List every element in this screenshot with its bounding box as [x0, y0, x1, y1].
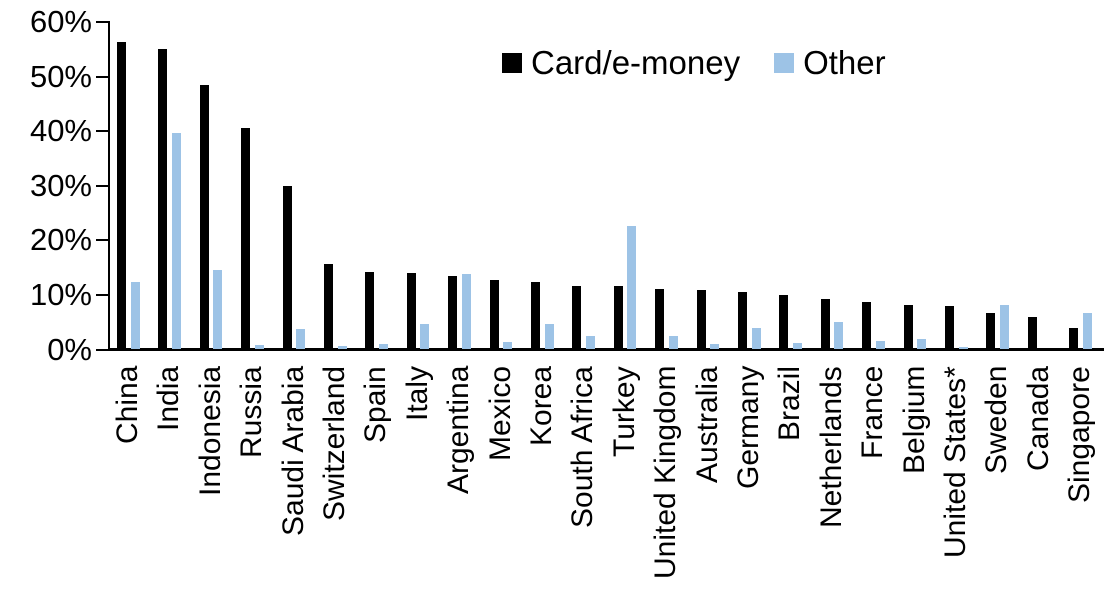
bar-card	[406, 273, 416, 350]
x-axis-label: Argentina	[442, 366, 476, 495]
x-axis-label: United States*	[939, 366, 972, 558]
bar-card	[655, 288, 665, 350]
bar-other	[130, 282, 140, 350]
y-tick-label: 10%	[29, 276, 92, 312]
y-tick	[96, 21, 110, 24]
x-axis-label: Sweden	[980, 366, 1014, 475]
bar-card	[903, 304, 913, 350]
bar-other	[710, 344, 720, 350]
bar-other	[999, 304, 1009, 350]
bar-card	[862, 302, 872, 350]
y-tick-label: 50%	[29, 58, 92, 94]
bar-other	[296, 328, 306, 350]
x-axis-line	[108, 348, 1104, 351]
bar-other	[420, 324, 430, 350]
bar-other	[461, 273, 471, 350]
y-tick	[96, 293, 110, 296]
bar-card	[158, 48, 168, 350]
bar-card	[945, 306, 954, 350]
bar-other	[668, 336, 678, 350]
x-axis-label: Germany	[732, 366, 765, 490]
y-tick	[96, 130, 110, 133]
bar-card	[324, 264, 333, 350]
bar-other	[254, 344, 264, 350]
chart-legend: Card/e-money Other	[502, 44, 886, 82]
bar-other	[378, 344, 388, 350]
x-axis-label: India	[152, 366, 186, 432]
bar-other	[958, 347, 968, 350]
x-axis-label: United Kingdom	[649, 366, 683, 580]
y-tick	[96, 239, 110, 242]
bar-other	[585, 336, 595, 350]
x-axis-label: Australia	[690, 366, 724, 483]
x-axis-label: Indonesia	[193, 366, 227, 497]
bar-other	[834, 322, 844, 350]
x-axis-label: Brazil	[773, 366, 807, 442]
bar-card	[448, 276, 458, 350]
bar-other	[792, 342, 802, 350]
y-tick	[96, 75, 110, 78]
x-axis-label: France	[856, 366, 890, 460]
x-axis-label: Belgium	[897, 366, 931, 475]
bar-card	[531, 282, 540, 350]
x-axis-label: Canada	[1021, 366, 1055, 472]
legend-item: Card/e-money	[502, 44, 740, 82]
bar-other	[751, 327, 761, 350]
bar-card	[199, 85, 209, 350]
bar-card	[1069, 328, 1079, 350]
bar-card	[820, 299, 830, 350]
y-tick-label: 20%	[29, 222, 92, 258]
bar-card	[779, 294, 789, 350]
x-axis-label: China	[111, 366, 144, 445]
y-tick-label: 60%	[29, 4, 92, 40]
y-tick-label: 0%	[47, 331, 92, 367]
bar-other	[213, 269, 223, 350]
y-tick-label: 30%	[29, 167, 92, 203]
legend-swatch-icon	[502, 53, 522, 73]
y-tick	[96, 348, 110, 351]
bar-card	[613, 286, 623, 350]
x-axis-label: Singapore	[1063, 366, 1097, 503]
bar-other	[544, 324, 554, 350]
bar-card	[986, 313, 996, 350]
x-axis-label: Saudi Arabia	[276, 366, 310, 537]
x-axis-label: Spain	[359, 366, 393, 443]
bar-card	[696, 290, 706, 350]
bar-card	[282, 186, 292, 350]
x-axis-label: Russia	[235, 366, 269, 458]
legend-label: Card/e-money	[531, 44, 741, 81]
x-axis-label: Korea	[525, 366, 558, 447]
bar-other	[503, 341, 513, 350]
x-axis-label: Italy	[400, 366, 434, 422]
x-axis-label: Turkey	[607, 366, 641, 457]
x-axis-label: Switzerland	[318, 366, 351, 522]
y-tick-label: 40%	[29, 113, 92, 149]
bar-card	[738, 291, 747, 350]
bar-card	[365, 272, 375, 350]
x-axis-label: Netherlands	[814, 366, 848, 528]
bar-other	[1082, 312, 1092, 350]
bar-other	[875, 340, 885, 350]
bar-card	[241, 128, 251, 350]
bar-other	[627, 225, 637, 350]
bar-other	[917, 338, 927, 350]
y-tick	[96, 184, 110, 187]
bar-card	[572, 285, 582, 350]
legend-item: Other	[774, 44, 886, 82]
bar-other	[337, 345, 347, 350]
bar-card	[1027, 317, 1037, 350]
legend-label: Other	[803, 44, 886, 81]
bar-card	[489, 279, 499, 350]
x-axis-label: South Africa	[566, 366, 600, 528]
x-axis-label: Mexico	[483, 366, 517, 462]
legend-swatch-icon	[774, 53, 795, 73]
bar-other	[171, 132, 181, 350]
bar-card	[117, 42, 126, 350]
